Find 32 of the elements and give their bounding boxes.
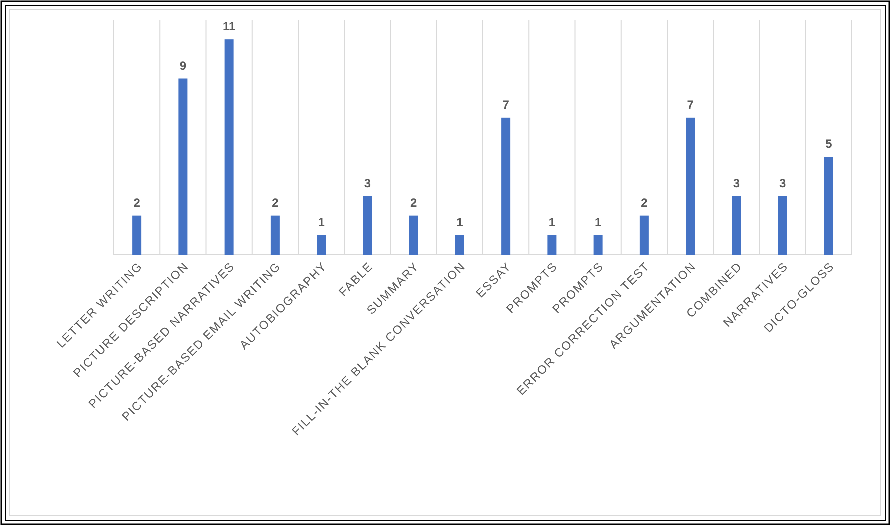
bar — [640, 216, 649, 255]
data-label: 9 — [180, 58, 187, 73]
data-label: 5 — [826, 137, 833, 152]
data-label: 2 — [272, 196, 280, 210]
bar — [548, 235, 557, 255]
bar — [824, 157, 834, 255]
data-label: 1 — [318, 215, 326, 230]
bar — [270, 216, 280, 255]
data-label: 3 — [779, 176, 786, 190]
data-label: 3 — [733, 176, 740, 190]
data-label: 1 — [594, 215, 602, 230]
bar — [409, 216, 418, 255]
bar — [594, 235, 603, 255]
bar — [178, 78, 188, 255]
data-label: 2 — [134, 196, 141, 210]
data-label: 7 — [687, 98, 694, 112]
bar — [732, 196, 742, 255]
data-label: 7 — [502, 98, 510, 112]
bar — [778, 196, 788, 255]
bar — [224, 40, 234, 255]
bar — [317, 235, 326, 255]
bar — [132, 216, 142, 255]
data-label: 2 — [410, 196, 418, 210]
bar — [686, 118, 696, 255]
bar — [502, 118, 511, 255]
data-label: 1 — [456, 215, 464, 230]
data-label: 11 — [222, 20, 236, 34]
bar — [363, 196, 372, 255]
bar — [455, 235, 464, 255]
data-label: 2 — [641, 196, 648, 210]
data-label: 1 — [548, 215, 556, 230]
data-label: 3 — [364, 176, 372, 190]
